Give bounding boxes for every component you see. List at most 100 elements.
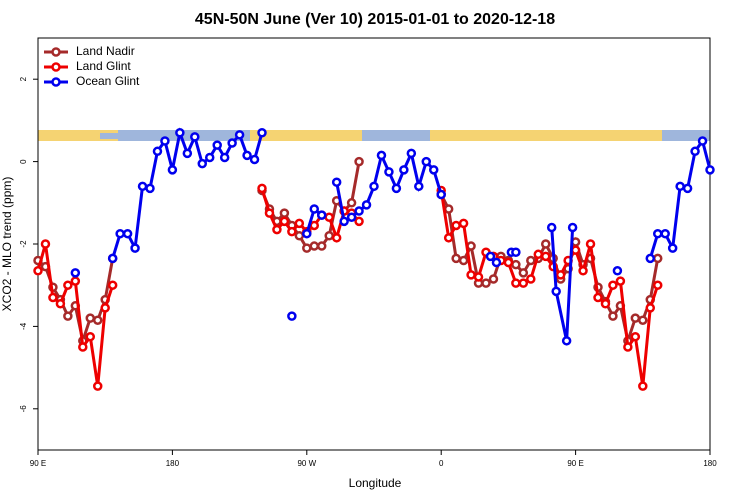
data-point <box>294 218 305 229</box>
data-point <box>100 303 110 313</box>
data-point <box>458 255 469 266</box>
data-point <box>561 336 572 346</box>
data-point <box>546 222 557 233</box>
data-point <box>227 138 237 148</box>
data-point <box>466 270 476 280</box>
data-point <box>376 150 387 161</box>
data-point <box>272 224 282 235</box>
data-point <box>204 152 215 163</box>
data-point <box>567 222 578 233</box>
data-point <box>152 146 163 157</box>
data-point <box>612 266 623 276</box>
data-point <box>533 249 544 260</box>
y-tick-label: -4 <box>19 322 28 330</box>
series-line <box>439 190 660 387</box>
data-point <box>705 165 715 175</box>
data-point <box>287 226 297 237</box>
legend-label: Ocean Glint <box>76 74 140 88</box>
data-point <box>451 253 461 264</box>
data-point <box>406 148 417 159</box>
data-point <box>212 140 222 150</box>
data-point <box>279 208 290 218</box>
data-point <box>70 268 81 278</box>
data-point <box>443 233 454 243</box>
data-point <box>316 210 327 220</box>
data-point <box>346 212 357 222</box>
data-point <box>488 274 499 284</box>
data-point <box>78 342 88 352</box>
data-point <box>137 181 148 192</box>
data-point <box>615 276 626 286</box>
data-point <box>526 255 536 266</box>
data-point <box>526 274 536 284</box>
data-point <box>551 286 561 297</box>
data-point <box>249 154 260 165</box>
data-point <box>652 253 663 264</box>
data-point <box>324 212 334 222</box>
y-tick-label: 2 <box>19 76 28 81</box>
data-point <box>443 204 454 214</box>
data-point <box>130 243 140 253</box>
data-point <box>294 231 305 241</box>
data-point <box>85 313 96 323</box>
data-point <box>485 251 496 262</box>
data-point <box>234 130 245 140</box>
data-point <box>92 381 103 391</box>
data-point <box>175 128 185 138</box>
data-point <box>107 253 118 264</box>
data-point <box>428 165 439 175</box>
data-point <box>652 228 663 239</box>
data-point <box>324 231 334 241</box>
data-point <box>309 241 320 251</box>
data-point <box>585 239 596 249</box>
chart-title: 45N-50N June (Ver 10) 2015-01-01 to 2020… <box>195 11 555 28</box>
data-point <box>70 276 81 286</box>
data-point <box>645 303 656 313</box>
data-point <box>451 220 461 231</box>
y-tick-label: -2 <box>19 240 28 248</box>
y-axis-label: XCO2 - MLO trend (ppm) <box>0 177 14 312</box>
data-point <box>197 158 208 169</box>
series-line <box>550 227 575 342</box>
data-point <box>384 167 394 177</box>
data-point <box>339 216 349 227</box>
x-axis-label: Longitude <box>349 476 402 490</box>
data-point <box>145 183 155 194</box>
data-point <box>257 128 267 138</box>
data-point <box>63 311 73 321</box>
data-point <box>354 156 364 167</box>
data-point <box>608 280 618 290</box>
data-point <box>264 208 275 218</box>
data-point <box>503 257 514 268</box>
data-point <box>638 381 648 391</box>
data-point <box>436 189 446 200</box>
data-point <box>690 146 700 157</box>
x-tick-label: 180 <box>166 459 180 468</box>
data-point <box>361 200 372 210</box>
data-point <box>316 241 327 251</box>
data-point <box>354 216 364 227</box>
data-point <box>190 132 200 142</box>
data-point <box>652 280 663 290</box>
data-point <box>122 228 133 239</box>
data-point <box>555 270 566 280</box>
x-tick-label: 90 E <box>567 459 583 468</box>
data-point <box>667 243 678 253</box>
data-point <box>257 183 267 194</box>
data-point <box>421 156 432 167</box>
data-point <box>309 220 320 231</box>
y-tick-label: -6 <box>19 405 28 413</box>
legend-label: Land Glint <box>76 59 131 73</box>
x-tick-label: 0 <box>439 459 444 468</box>
data-point <box>511 278 521 288</box>
data-point <box>92 315 103 325</box>
data-point <box>182 148 193 159</box>
data-point <box>302 228 312 239</box>
data-point <box>682 183 693 194</box>
data-point <box>55 298 66 309</box>
data-point <box>608 311 618 321</box>
data-point <box>242 150 252 161</box>
data-point <box>369 181 379 192</box>
data-point <box>458 218 469 229</box>
data-point <box>578 266 588 276</box>
